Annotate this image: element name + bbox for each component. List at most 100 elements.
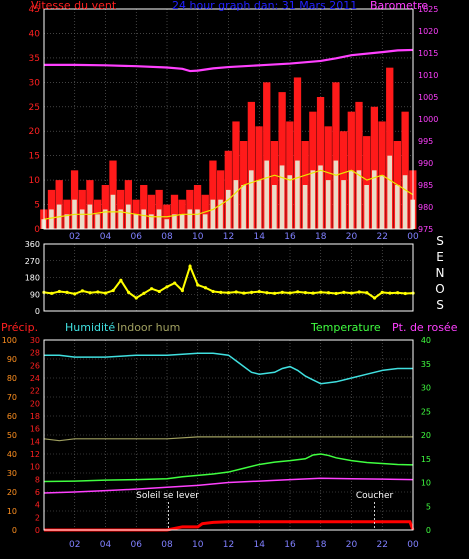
wind-gust-bar xyxy=(278,92,286,229)
wind-gust-bar xyxy=(401,111,409,229)
wind-speed-bar xyxy=(210,199,216,229)
time-axis-tick: 18 xyxy=(315,540,327,550)
wind-speed-bar xyxy=(249,170,254,229)
direction-point xyxy=(157,289,161,294)
humidity-axis-tick: 60 xyxy=(7,412,17,421)
time-axis-tick: 14 xyxy=(254,232,266,242)
wind-axis-tick: 35 xyxy=(29,54,40,64)
time-axis-tick: 16 xyxy=(284,232,296,242)
direction-point xyxy=(219,290,223,294)
wind-axis-tick: 15 xyxy=(29,152,40,162)
humidity-axis-tick: 20 xyxy=(7,488,17,497)
direction-point xyxy=(119,278,123,282)
chart-title: 24 hour graph dan: 31 Mars 2011 xyxy=(172,0,357,12)
direction-point xyxy=(57,289,61,294)
precip-axis-tick: 16 xyxy=(30,425,40,434)
precip-axis-tick: 18 xyxy=(30,412,40,421)
wind-gust-bar xyxy=(70,170,79,229)
precip-axis-tick: 12 xyxy=(30,450,40,459)
temperature-axis-tick: 0 xyxy=(426,526,431,535)
precip-axis-tick: 4 xyxy=(35,501,40,510)
wind-speed-bar xyxy=(149,214,154,229)
wind-speed-bar xyxy=(379,175,385,229)
humidity-axis-tick: 70 xyxy=(7,393,17,402)
time-axis-tick: 04 xyxy=(100,540,112,550)
direction-axis-tick: 0 xyxy=(35,307,40,316)
direction-point xyxy=(180,288,184,293)
time-axis-tick: 06 xyxy=(131,540,143,550)
time-axis-tick: 00 xyxy=(407,540,419,550)
time-axis-tick: 00 xyxy=(407,232,419,242)
humidity-title: Humidité xyxy=(65,321,115,334)
precip-title: Précip. xyxy=(1,321,38,334)
compass-letter: O xyxy=(435,282,444,296)
wind-average-line xyxy=(43,169,414,220)
wind-speed-bar xyxy=(218,199,223,229)
temperature-axis-tick: 5 xyxy=(426,502,431,511)
compass-letter: E xyxy=(436,250,444,264)
time-axis-tick: 10 xyxy=(192,540,204,550)
wind-speed-bar xyxy=(272,185,277,229)
temperature-axis-tick: 15 xyxy=(421,455,431,464)
wind-axis-tick: 0 xyxy=(34,225,40,235)
wind-speed-bar xyxy=(256,180,262,229)
wind-axis-tick: 45 xyxy=(29,5,40,15)
wind-speed-bar xyxy=(402,175,408,229)
temperature-title: Temperature xyxy=(310,321,381,334)
climate-panel-frame xyxy=(43,339,414,531)
time-axis-tick: 04 xyxy=(100,232,112,242)
precip-axis-tick: 14 xyxy=(30,437,40,446)
precip-axis-tick: 20 xyxy=(30,399,40,408)
direction-point xyxy=(257,290,261,294)
wind-speed-bar xyxy=(179,214,185,229)
wind-speed-bar xyxy=(225,189,231,229)
direction-point xyxy=(203,286,208,290)
wind-speed-bar xyxy=(395,185,400,229)
wind-gust-bar xyxy=(316,97,325,229)
direction-point xyxy=(288,291,292,295)
wind-speed-bar xyxy=(126,204,131,229)
wind-speed-bar xyxy=(295,160,300,229)
direction-point xyxy=(273,291,277,295)
pressure-axis-tick: 985 xyxy=(418,181,433,190)
wind-speed-bar xyxy=(387,155,392,229)
wind-axis-title: Vitesse du vent xyxy=(31,0,117,12)
wind-speed-bar xyxy=(202,214,208,229)
compass-letter: S xyxy=(436,234,444,248)
wind-gust-bar xyxy=(216,170,225,229)
direction-point xyxy=(134,296,138,300)
direction-point xyxy=(303,290,307,295)
direction-point xyxy=(403,291,407,296)
compass-letter: N xyxy=(436,266,445,280)
direction-point xyxy=(96,290,100,294)
direction-axis-tick: 270 xyxy=(25,257,40,266)
humidity-line xyxy=(44,352,413,385)
wind-gust-bar xyxy=(209,160,217,229)
time-axis-tick: 22 xyxy=(377,232,388,242)
wind-speed-bar xyxy=(164,219,170,229)
sunset-label: Coucher xyxy=(356,491,394,501)
humidity-axis-tick: 80 xyxy=(7,374,17,383)
direction-point xyxy=(349,291,354,295)
wind-gust-bar xyxy=(232,121,240,229)
time-axis-tick: 10 xyxy=(192,232,204,242)
direction-point xyxy=(88,291,92,295)
wind-speed-bar xyxy=(79,209,85,229)
wind-gust-bar xyxy=(355,101,363,229)
wind-gust-bar xyxy=(324,126,332,229)
wind-gust-bar xyxy=(101,185,109,229)
indoor-humidity-line xyxy=(43,436,413,442)
humidity-axis-tick: 100 xyxy=(2,336,17,345)
precip-axis-tick: 26 xyxy=(30,361,40,370)
dew-point-title: Pt. de rosée xyxy=(392,321,458,334)
wind-axis-tick: 40 xyxy=(29,29,41,39)
direction-point xyxy=(380,290,384,294)
wind-speed-bar xyxy=(133,214,139,229)
wind-speed-bar xyxy=(333,160,339,229)
direction-point xyxy=(311,291,315,295)
direction-point xyxy=(103,291,108,295)
time-axis-tick: 02 xyxy=(69,232,80,242)
wind-axis-tick: 10 xyxy=(29,176,41,186)
direction-point xyxy=(357,290,361,294)
